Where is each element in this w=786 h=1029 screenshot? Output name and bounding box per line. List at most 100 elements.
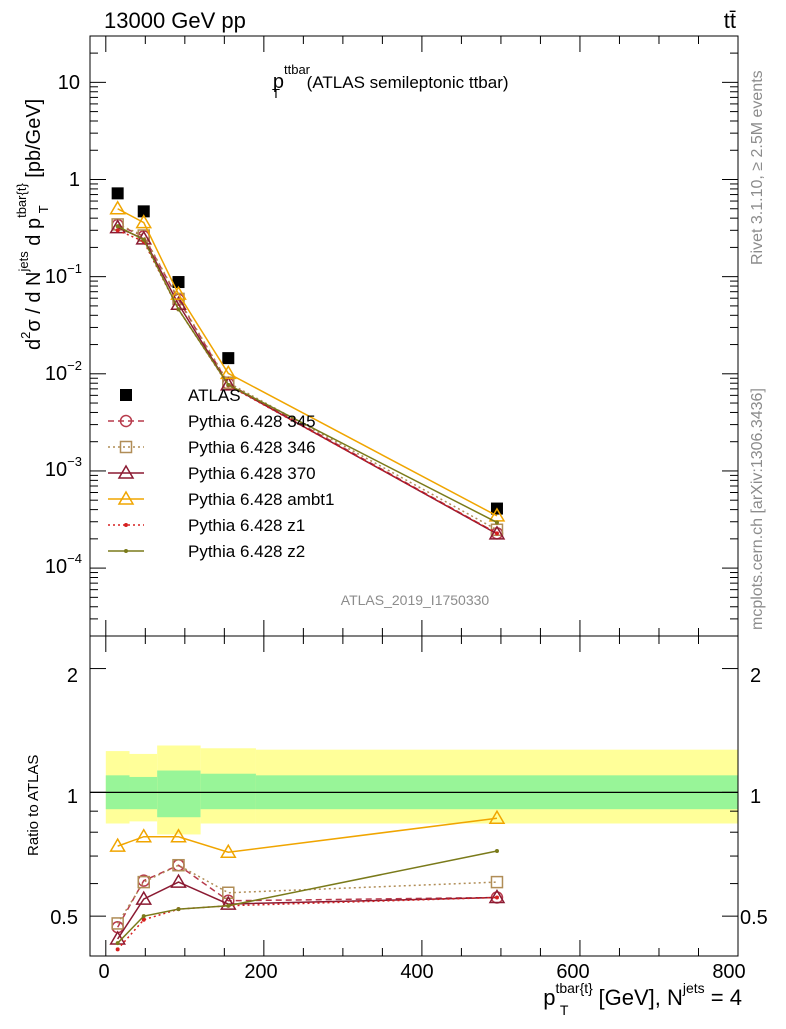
legend-label: Pythia 6.428 z2 — [188, 542, 305, 561]
ratio-inner-band — [157, 770, 201, 818]
ratio-series-0 — [111, 858, 504, 934]
legend-marker — [124, 549, 128, 553]
y-tick-1: 1 — [69, 169, 80, 191]
main-y-axis-label: d2σ / d Njets d ptbar{t} T [pb/GeV] — [14, 99, 51, 350]
ratio-tick-1-right: 1 — [750, 786, 761, 808]
plot-title-superscript: ttbar — [284, 62, 311, 77]
legend-marker — [117, 490, 135, 505]
main-data-point — [219, 364, 237, 380]
ratio-tick-2-right: 2 — [750, 665, 761, 687]
y-tick-1e-3: 10−3 — [45, 454, 82, 481]
legend-item: Pythia 6.428 345 — [108, 412, 316, 431]
ratio-series-line — [117, 817, 498, 854]
ratio-y-axis-label: Ratio to ATLAS — [25, 755, 42, 856]
legend-item: Pythia 6.428 z2 — [108, 542, 305, 561]
legend-marker — [120, 389, 132, 401]
main-data-point — [488, 525, 506, 540]
ratio-data-point — [494, 895, 499, 900]
legend-item: Pythia 6.428 z1 — [108, 516, 305, 535]
ratio-data-point — [141, 917, 146, 922]
ratio-data-point — [488, 809, 506, 825]
ratio-data-point — [219, 895, 237, 910]
ratio-uncertainty-bands — [90, 745, 738, 835]
ratio-data-point — [494, 849, 499, 854]
ratio-data-point — [170, 873, 187, 888]
ratio-tick-05-left: 0.5 — [50, 907, 78, 929]
ratio-data-point — [135, 890, 153, 905]
ratio-data-point — [141, 914, 146, 919]
ratio-y-tick-labels: 2 1 0.5 2 1 0.5 — [50, 665, 768, 929]
ratio-panel-frame — [89, 635, 739, 957]
ratio-data-point — [109, 837, 126, 852]
legend-label: Pythia 6.428 370 — [188, 464, 316, 483]
ratio-inner-band — [200, 773, 256, 810]
mcplots-label: mcplots.cern.ch [arXiv:1306.3436] — [749, 388, 766, 630]
y-tick-1e-4: 10−4 — [45, 551, 82, 578]
x-tick-400: 400 — [400, 961, 433, 983]
main-data-point — [176, 307, 181, 312]
plot-title-main: p — [273, 71, 284, 93]
main-series-line — [117, 226, 498, 535]
main-data-point — [494, 531, 499, 536]
main-data-point — [494, 520, 499, 525]
legend-marker — [117, 464, 135, 479]
legend-label: ATLAS — [188, 386, 241, 405]
y-tick-10: 10 — [58, 72, 80, 94]
ratio-tick-1-left: 1 — [67, 786, 78, 808]
main-series-line — [117, 224, 498, 534]
ratio-series-line — [117, 850, 498, 944]
legend-label: Pythia 6.428 ambt1 — [188, 490, 334, 509]
ratio-data-point — [111, 917, 124, 930]
x-tick-200: 200 — [244, 961, 277, 983]
main-data-point — [109, 219, 126, 234]
x-tick-800: 800 — [712, 961, 745, 983]
legend-item: Pythia 6.428 ambt1 — [108, 490, 334, 509]
legend-item: Pythia 6.428 370 — [108, 464, 316, 483]
ratio-data-point — [137, 875, 150, 889]
main-series-line — [117, 208, 498, 517]
legend-label: Pythia 6.428 z1 — [188, 516, 305, 535]
main-data-point — [111, 187, 124, 200]
main-series-line — [117, 229, 498, 534]
axis-ticks — [90, 35, 739, 957]
legend-marker — [119, 414, 133, 428]
rivet-version-label: Rivet 3.1.10, ≥ 2.5M events — [749, 70, 766, 265]
ratio-series-3 — [109, 809, 506, 859]
ratio-series-line — [117, 896, 497, 950]
x-tick-0: 0 — [98, 961, 109, 983]
ratio-series-line — [117, 864, 497, 928]
ratio-data-point — [488, 889, 506, 904]
main-data-point — [141, 237, 146, 242]
svg-text:d2σ / d Njets d ptbar{t}T [pb: d2σ / d Njets d ptbar{t} T [pb/GeV] — [14, 99, 51, 350]
ratio-data-point — [172, 858, 185, 872]
legend-label: Pythia 6.428 346 — [188, 438, 316, 457]
ratio-series-line — [117, 864, 498, 924]
legend-item: Pythia 6.428 346 — [108, 438, 316, 457]
ratio-data-point — [490, 875, 504, 889]
analysis-watermark: ATLAS_2019_I1750330 — [341, 592, 490, 608]
main-data-point — [172, 276, 185, 289]
main-y-tick-labels: 10 1 10−1 10−2 10−3 10−4 — [45, 72, 82, 578]
ratio-data-point — [115, 947, 120, 952]
ratio-data-point — [170, 828, 187, 843]
x-axis-label: ptbar{t} T [GeV], Njets = 4 — [543, 980, 742, 1018]
ratio-inner-band — [129, 776, 158, 810]
header-process-label: tt̄ — [724, 8, 736, 33]
main-series-line — [117, 223, 498, 531]
plot-title-rest: (ATLAS semileptonic ttbar) — [302, 73, 509, 92]
main-data-point — [226, 382, 231, 387]
main-data-point — [135, 214, 153, 229]
main-data-point — [170, 285, 187, 300]
main-data-point — [109, 200, 126, 215]
svg-text:ptbar{t}T [GeV], Njets = 4: ptbar{t} T [GeV], Njets = 4 — [543, 980, 742, 1018]
x-tick-600: 600 — [556, 961, 589, 983]
ratio-series-1 — [111, 858, 504, 930]
main-data-point — [115, 224, 120, 229]
main-data-point — [219, 376, 237, 391]
ratio-series-2 — [109, 873, 506, 945]
main-data-point — [222, 352, 235, 365]
legend-item: ATLAS — [120, 386, 241, 405]
legend-label: Pythia 6.428 345 — [188, 412, 316, 431]
